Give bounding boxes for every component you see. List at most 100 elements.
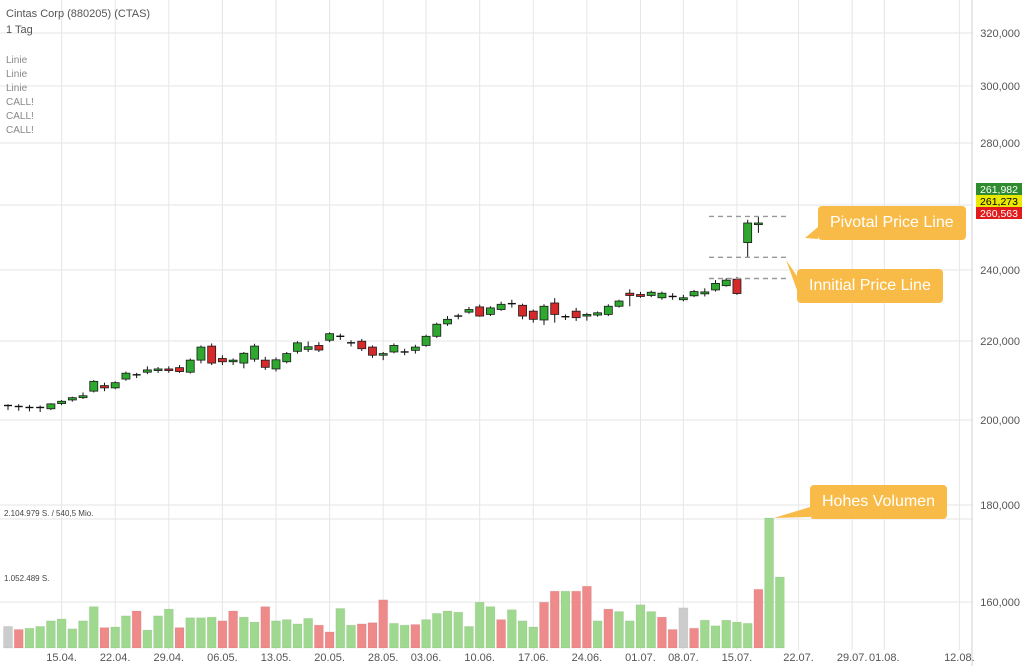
volume-bar	[721, 619, 732, 649]
x-tick-label: 03.06.	[411, 652, 442, 664]
volume-bar	[431, 612, 442, 649]
x-tick-label: 13.05.	[261, 652, 292, 664]
indicator-label[interactable]: Linie	[6, 83, 28, 94]
indicator-label[interactable]: CALL!	[6, 125, 34, 136]
indicator-label[interactable]: CALL!	[6, 97, 34, 108]
price-tag-value: 261,273	[980, 196, 1018, 208]
x-tick-label: 22.07.	[783, 652, 814, 664]
x-tick-label: 20.05.	[314, 652, 345, 664]
candle-body	[293, 342, 302, 352]
price-tag-bg	[976, 195, 1022, 207]
x-tick-label: 24.06.	[572, 652, 603, 664]
candle-body	[271, 359, 281, 370]
x-tick-label: 22.04.	[100, 652, 131, 664]
volume-bar	[453, 611, 464, 649]
candle-body	[721, 279, 731, 287]
x-tick-label: 15.07.	[722, 652, 753, 664]
candle-body	[357, 340, 367, 350]
volume-bar	[528, 626, 539, 649]
volume-max-label: 2.104.979 S. / 540,5 Mio.	[4, 509, 94, 518]
volume-bar	[764, 517, 775, 649]
x-tick-label: 01.08.	[869, 652, 900, 664]
volume-bar	[624, 620, 635, 649]
candle-body	[421, 335, 431, 346]
volume-bar	[581, 585, 592, 649]
volume-bar	[120, 615, 131, 649]
volume-bar	[110, 626, 121, 649]
candle-body	[207, 345, 217, 364]
volume-bar	[742, 622, 753, 649]
x-tick-label: 01.07.	[625, 652, 656, 664]
indicator-label[interactable]: CALL!	[6, 111, 34, 122]
indicator-label[interactable]: Linie	[6, 69, 28, 80]
candlesticks	[4, 216, 763, 413]
volume-bar	[485, 606, 496, 649]
candle-body	[593, 312, 602, 316]
candle-body	[743, 222, 753, 243]
candle-body	[164, 368, 174, 371]
candle-body	[485, 307, 495, 315]
candle-body	[582, 314, 592, 317]
candle-body	[700, 291, 710, 295]
candle-body	[646, 291, 656, 296]
volume-bar	[710, 625, 721, 649]
volume-bar	[271, 620, 281, 649]
volume-bar	[592, 620, 603, 649]
volume-bar	[496, 619, 507, 649]
x-tick-label: 29.04.	[154, 652, 185, 664]
candle-body	[282, 353, 292, 363]
y-axis: 320,000300,000280,000260,000240,000220,0…	[980, 28, 1020, 609]
volume-bar	[35, 625, 46, 649]
candle-body	[325, 333, 335, 341]
volume-bar	[131, 610, 142, 649]
candle-body	[389, 345, 399, 353]
volume-bar	[646, 611, 657, 649]
volume-bar	[463, 625, 474, 649]
volume-bar	[410, 624, 421, 649]
x-tick-label: 10.06.	[464, 652, 495, 664]
y-tick-label: 300,000	[980, 81, 1020, 93]
volume-bar	[603, 608, 614, 649]
callout-pointers	[774, 227, 818, 518]
candle-body	[260, 359, 270, 368]
volume-bar	[228, 610, 239, 649]
candle-body	[432, 323, 442, 337]
volume-bar	[67, 628, 78, 649]
price-tag-value: 261,982	[980, 184, 1018, 196]
volume-bar	[260, 606, 271, 649]
volume-bar	[399, 624, 410, 649]
volume-bar	[195, 617, 206, 649]
candle-body	[528, 310, 538, 320]
candle-body	[603, 305, 613, 315]
volume-bar	[506, 609, 517, 649]
candle-body	[142, 369, 152, 373]
candle-body	[303, 346, 313, 350]
price-lines	[709, 215, 788, 280]
volume-bar	[78, 620, 89, 649]
candle-body	[100, 385, 109, 389]
y-tick-label: 160,000	[980, 597, 1020, 609]
high-volume-callout: Hohes Volumen	[810, 485, 947, 519]
volume-bar	[217, 620, 228, 649]
candle-body	[496, 303, 506, 310]
volume-bar	[774, 576, 785, 649]
candle-body	[228, 359, 238, 363]
indicator-label[interactable]: Linie	[6, 55, 28, 66]
volume-bar	[238, 616, 249, 649]
volume-bar	[442, 610, 453, 649]
volume-bar	[614, 611, 625, 649]
y-tick-label: 180,000	[980, 500, 1020, 512]
candle-body	[475, 306, 485, 317]
candle-body	[689, 291, 699, 297]
candle-body	[121, 372, 131, 380]
pivotal-price-callout: Pivotal Price Line	[818, 206, 966, 240]
volume-bar	[249, 621, 260, 649]
y-tick-label: 220,000	[980, 336, 1020, 348]
volume-bar	[163, 608, 174, 649]
candle-body	[196, 346, 206, 361]
volume-bar	[346, 624, 357, 649]
volume-bar	[99, 627, 110, 649]
y-tick-label: 320,000	[980, 28, 1020, 40]
candle-body	[636, 294, 645, 297]
